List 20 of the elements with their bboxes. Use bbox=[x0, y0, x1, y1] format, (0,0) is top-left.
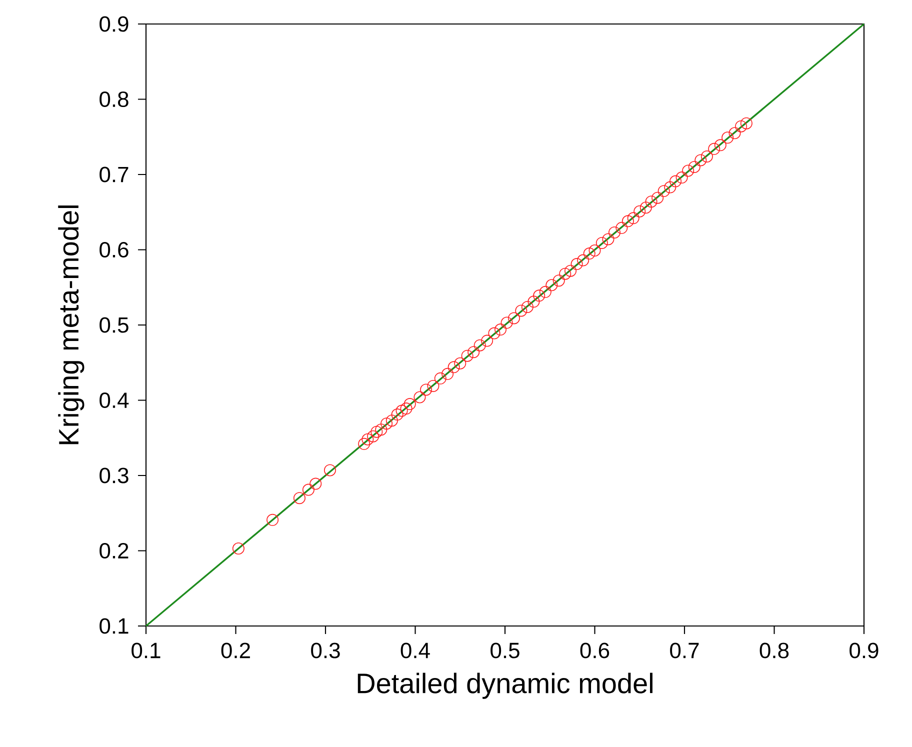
y-tick-label: 0.8 bbox=[100, 91, 128, 108]
x-tick-label: 0.8 bbox=[760, 642, 789, 658]
x-tick-label: 0.1 bbox=[132, 642, 160, 658]
y-tick-label: 0.3 bbox=[100, 468, 128, 484]
y-axis-title: Kriging meta-model bbox=[58, 206, 84, 444]
x-axis-title: Detailed dynamic model bbox=[358, 672, 652, 699]
y-tick-label: 0.9 bbox=[100, 16, 128, 32]
x-tick-label: 0.6 bbox=[580, 642, 610, 658]
y-tick-label: 0.4 bbox=[100, 392, 129, 408]
x-tick-label: 0.4 bbox=[400, 642, 430, 658]
y-tick-label: 0.5 bbox=[100, 317, 128, 333]
y-tick-label: 0.2 bbox=[100, 542, 128, 559]
x-tick-label: 0.9 bbox=[850, 642, 878, 658]
x-tick-label: 0.3 bbox=[311, 642, 340, 658]
y-tick-label: 0.1 bbox=[100, 618, 128, 634]
x-tick-label: 0.2 bbox=[221, 642, 250, 658]
x-tick-label: 0.5 bbox=[490, 642, 520, 658]
y-tick-label: 0.6 bbox=[100, 242, 128, 258]
x-tick-label: 0.7 bbox=[670, 642, 699, 658]
y-tick-label: 0.7 bbox=[100, 166, 128, 182]
